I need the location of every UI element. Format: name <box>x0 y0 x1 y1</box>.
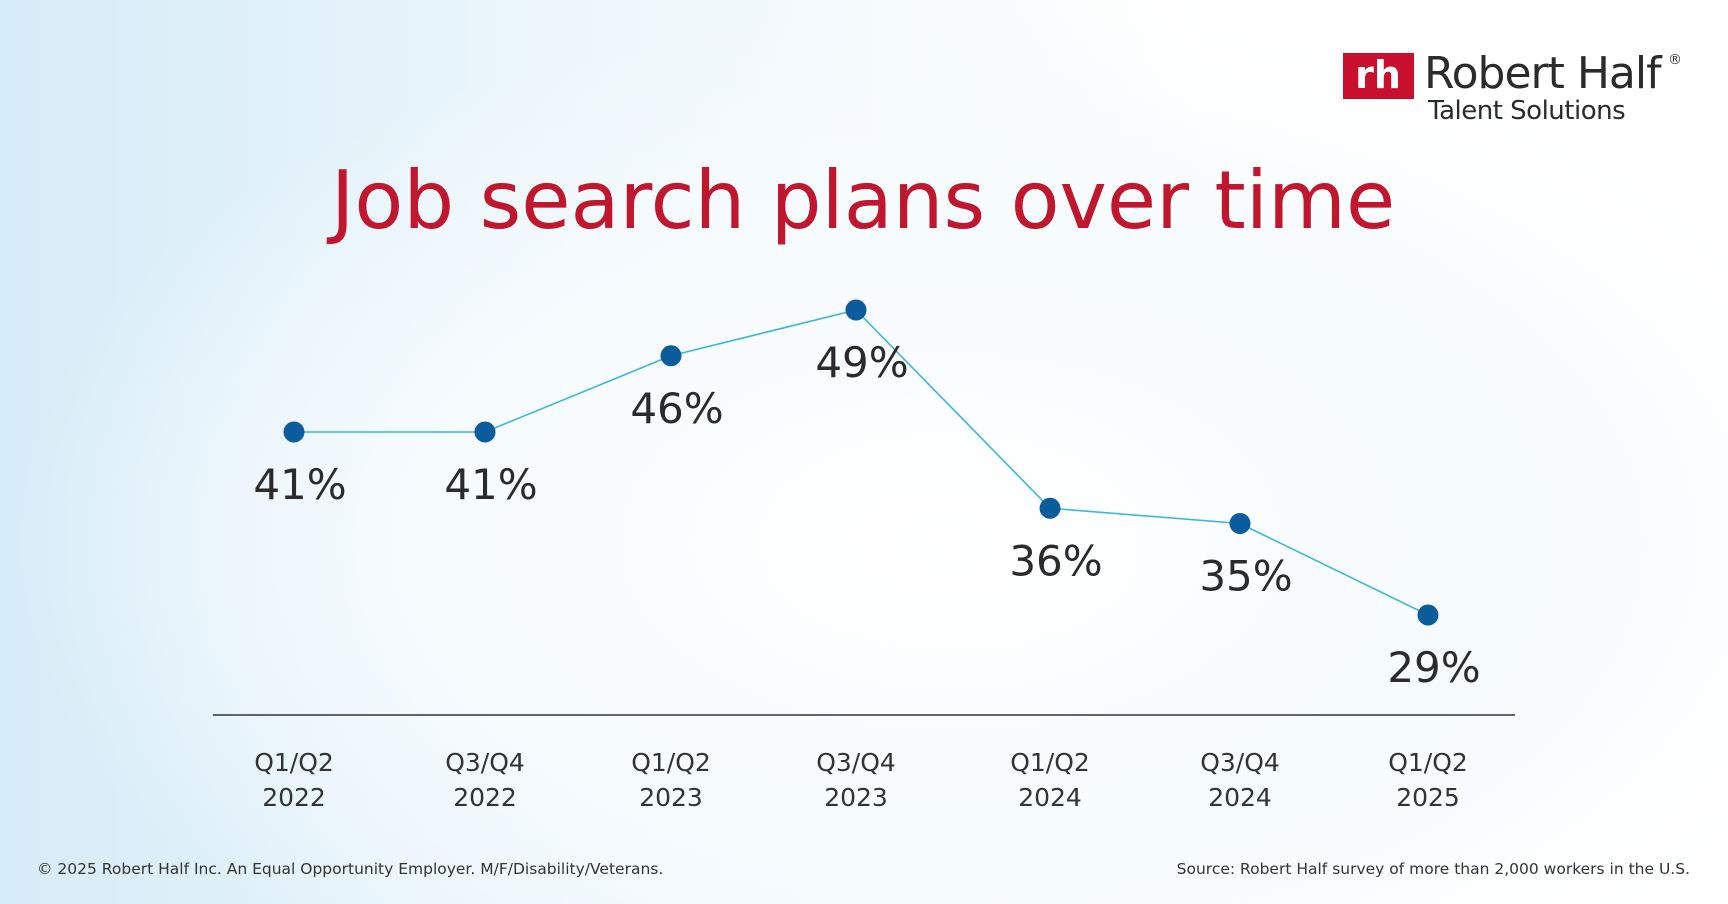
data-label: 29% <box>1387 643 1480 692</box>
x-tick-label: Q3/Q4 2024 <box>1200 748 1280 812</box>
data-point <box>660 345 682 367</box>
data-label: 46% <box>630 384 723 433</box>
x-tick-label: Q1/Q2 2025 <box>1388 748 1468 812</box>
logo-name: Robert Half <box>1424 48 1663 99</box>
x-tick-label: Q3/Q4 2022 <box>445 748 525 812</box>
logo-mark: rh <box>1355 53 1401 97</box>
logo-box <box>1343 53 1414 99</box>
data-label: 35% <box>1199 552 1292 601</box>
data-point <box>1229 513 1251 534</box>
data-label: 41% <box>253 460 346 509</box>
x-tick-label: Q3/Q4 2023 <box>816 748 896 812</box>
data-label: 49% <box>815 338 908 387</box>
data-label: 36% <box>1009 536 1102 585</box>
x-tick-label: Q1/Q2 2024 <box>1010 748 1090 812</box>
x-tick-label: Q1/Q2 2022 <box>254 748 334 812</box>
x-tick-label: Q1/Q2 2023 <box>631 748 711 812</box>
logo-registered: ® <box>1668 52 1682 68</box>
data-point <box>1039 497 1061 519</box>
logo-tagline: Talent Solutions <box>1427 96 1625 126</box>
footer-copyright: © 2025 Robert Half Inc. An Equal Opportu… <box>37 860 663 878</box>
data-point <box>1417 604 1439 626</box>
data-point <box>474 421 496 443</box>
data-point <box>845 299 867 321</box>
chart-title: Job search plans over time <box>326 154 1395 247</box>
data-label: 41% <box>444 460 537 509</box>
data-point <box>283 421 305 443</box>
footer-source: Source: Robert Half survey of more than … <box>1177 860 1690 878</box>
